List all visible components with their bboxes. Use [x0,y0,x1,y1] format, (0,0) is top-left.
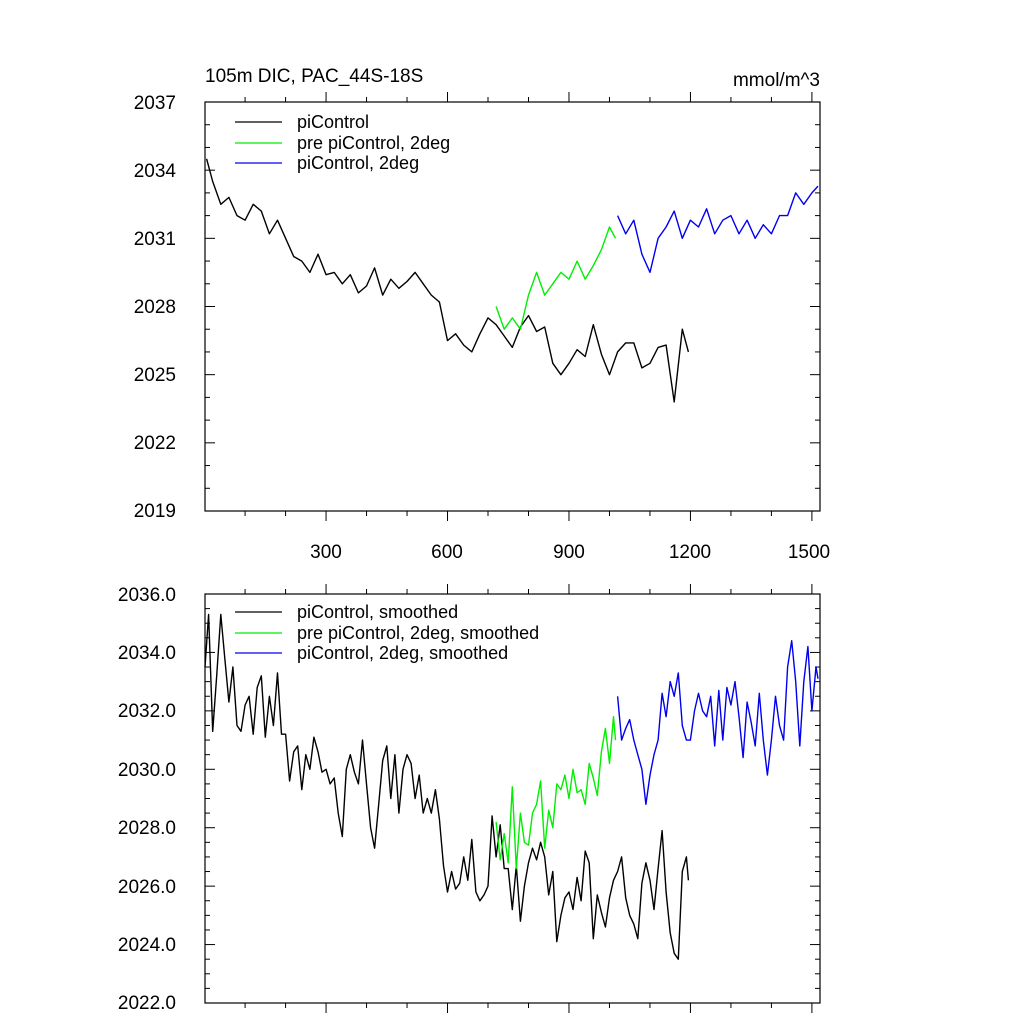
top-series-line-pi-2deg [616,185,819,274]
top-legend: piControl pre piControl, 2deg piControl,… [235,112,450,173]
top-xtick-label-900: 900 [553,542,585,563]
top-legend-label-picontrol: piControl [297,112,369,132]
bottom-legend-label-picontrol: piControl, smoothed [297,602,458,622]
top-series-line-pre-2deg [495,226,617,330]
bottom-series-line-pre-2deg [495,716,617,870]
top-chart-units: mmol/m^3 [733,70,820,91]
top-legend-label-pre-2deg: pre piControl, 2deg [297,133,450,153]
top-ytick-label-2034: 2034 [134,161,177,182]
top-ytick-label-2019: 2019 [134,501,176,522]
bottom-legend-label-pre-2deg: pre piControl, 2deg, smoothed [297,623,539,643]
bottom-ytick-label-2028: 2028.0 [118,818,176,839]
top-ytick-label-2037: 2037 [134,93,176,114]
bottom-series-line-picontrol [204,613,690,960]
top-ytick-label-2031: 2031 [134,229,176,250]
bottom-ytick-label-2030: 2030.0 [118,760,176,781]
bottom-ytick-label-2034: 2034.0 [118,643,176,664]
bottom-ytick-label-2022: 2022.0 [118,993,176,1014]
top-xtick-label-300: 300 [310,542,342,563]
bottom-legend: piControl, smoothed pre piControl, 2deg,… [235,602,539,663]
bottom-xtick-marks [244,584,813,1013]
top-series-lines [205,158,819,403]
top-ytick-marks [205,101,820,512]
top-ytick-label-2022: 2022 [134,433,176,454]
top-panel: 105m DIC, PAC_44S-18S mmol/m^3 2019 2022… [134,66,830,563]
bottom-ytick-label-2024: 2024.0 [118,935,176,956]
top-xtick-marks [244,92,813,521]
bottom-ytick-label-2032: 2032.0 [118,701,176,722]
bottom-ytick-label-2026: 2026.0 [118,877,176,898]
bottom-legend-label-pi-2deg: piControl, 2deg, smoothed [297,643,508,663]
top-ytick-label-2025: 2025 [134,365,176,386]
bottom-series-lines [204,613,819,960]
top-xtick-label-1500: 1500 [788,542,830,563]
top-xtick-label-1200: 1200 [669,542,711,563]
bottom-panel: 2022.0 2024.0 2026.0 2028.0 2030.0 2032.… [118,584,821,1014]
top-series-line-picontrol [205,158,690,403]
top-ytick-label-2028: 2028 [134,297,176,318]
top-chart-title: 105m DIC, PAC_44S-18S [205,66,423,87]
top-xtick-label-600: 600 [431,542,463,563]
top-legend-label-pi-2deg: piControl, 2deg [297,153,419,173]
bottom-ytick-label-2036: 2036.0 [118,585,176,606]
bottom-series-line-pi-2deg [616,640,819,805]
